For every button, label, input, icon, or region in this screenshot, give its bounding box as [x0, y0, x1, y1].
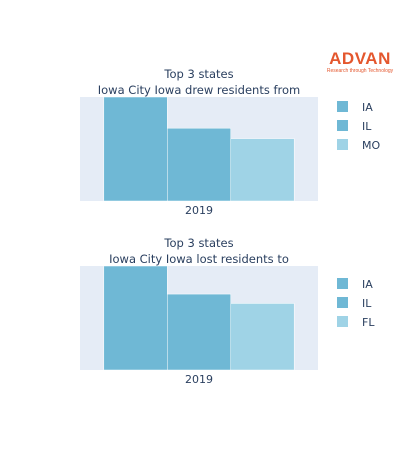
- legend-swatch-ia: [337, 278, 348, 289]
- bar-il: [167, 127, 231, 202]
- bar-ia: [103, 96, 168, 202]
- bar-il: [167, 293, 231, 371]
- chart-title: Top 3 states: [163, 236, 233, 250]
- x-tick-label: 2019: [185, 204, 213, 217]
- bar-ia: [103, 265, 168, 371]
- legend-item-mo: MO: [362, 139, 380, 152]
- legend-item-fl: FL: [362, 316, 375, 329]
- legend-swatch-fl: [337, 316, 348, 327]
- chart-subtitle: Iowa City Iowa drew residents from: [98, 83, 301, 97]
- brand-name: ADVAN: [329, 49, 391, 68]
- chart-subtitle: Iowa City Iowa lost residents to: [109, 252, 289, 266]
- x-tick-label: 2019: [185, 373, 213, 386]
- legend-swatch-mo: [337, 139, 348, 150]
- chart-title: Top 3 states: [163, 67, 233, 81]
- bar-fl: [230, 303, 295, 371]
- legend-swatch-il: [337, 120, 348, 131]
- legend-item-il: IL: [362, 120, 372, 133]
- brand-tagline: Research through Technology: [326, 68, 394, 74]
- legend-item-ia: IA: [362, 278, 373, 291]
- legend-item-ia: IA: [362, 101, 373, 114]
- legend-item-il: IL: [362, 297, 372, 310]
- legend-swatch-il: [337, 297, 348, 308]
- advan-logo: ADVAN Research through Technology: [326, 50, 394, 75]
- bar-mo: [230, 138, 295, 202]
- legend-swatch-ia: [337, 101, 348, 112]
